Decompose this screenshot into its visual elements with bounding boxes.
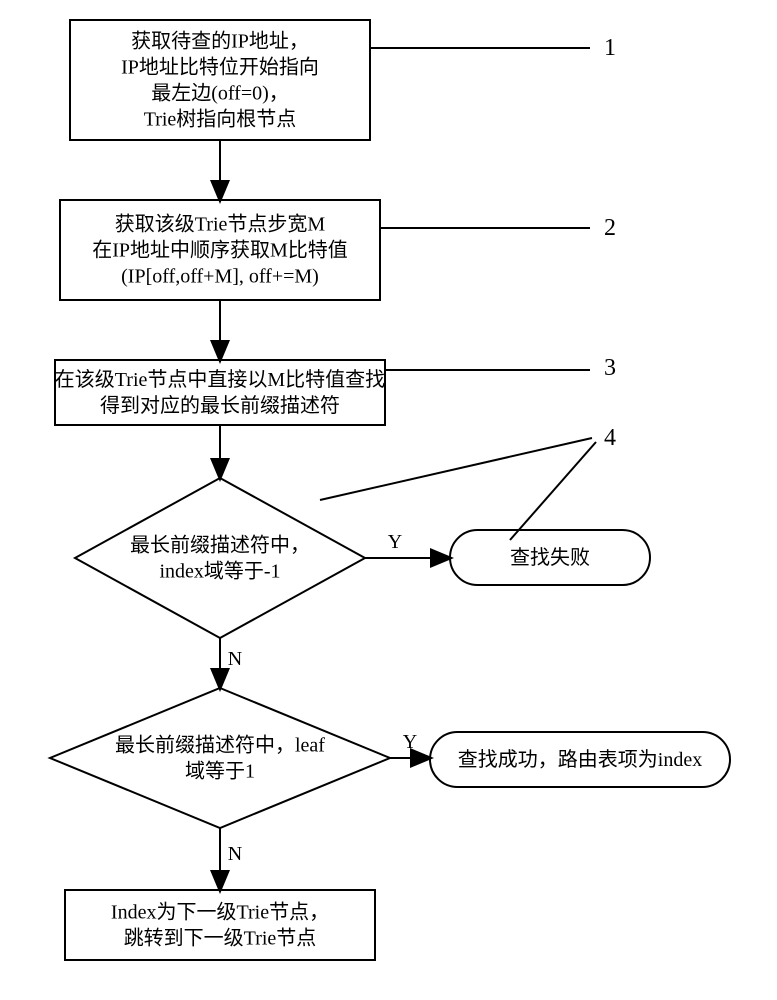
step-1-box-line-1: IP地址比特位开始指向 (121, 56, 319, 79)
decision-2 (50, 688, 390, 828)
step-1-box-line-0: 获取待查的IP地址， (131, 30, 309, 53)
step-3-box-line-0: 在该级Trie节点中直接以M比特值查找 (55, 368, 385, 391)
step-label: 2 (604, 215, 616, 241)
step-label: 4 (604, 425, 616, 451)
step-3-box-line-1: 得到对应的最长前缀描述符 (100, 394, 340, 417)
step-2-box-line-1: 在IP地址中顺序获取M比特值 (92, 239, 348, 262)
decision-2-line-1: 域等于1 (185, 760, 255, 783)
step-next-box-line-0: Index为下一级Trie节点， (111, 901, 329, 924)
arrow-label: N (228, 843, 242, 865)
decision-2-line-0: 最长前缀描述符中，leaf (115, 734, 325, 757)
arrow-label: Y (403, 731, 417, 753)
step-2-box-line-0: 获取该级Trie节点步宽M (115, 213, 326, 236)
step-1-box-line-3: Trie树指向根节点 (144, 108, 297, 131)
arrow-label: N (228, 648, 242, 670)
arrow-label: Y (388, 531, 402, 553)
step-next-box-line-1: 跳转到下一级Trie节点 (124, 927, 317, 950)
step-next-box (65, 890, 375, 960)
terminator-fail-line-0: 查找失败 (510, 546, 590, 569)
terminator-success-line-0: 查找成功，路由表项为index (458, 748, 702, 771)
flowchart-canvas: 获取待查的IP地址， IP地址比特位开始指向最左边(off=0)， Trie树指向根… (0, 0, 777, 1000)
step-label: 3 (604, 355, 616, 381)
leader-line (510, 442, 596, 540)
leader-line (320, 438, 592, 500)
decision-1-line-0: 最长前缀描述符中， (130, 534, 310, 557)
step-label: 1 (604, 35, 616, 61)
step-1-box-line-2: 最左边(off=0)， (151, 82, 289, 105)
decision-1-line-1: index域等于-1 (159, 560, 280, 583)
step-2-box-line-2: (IP[off,off+M], off+=M) (121, 266, 319, 288)
decision-1 (75, 478, 365, 638)
